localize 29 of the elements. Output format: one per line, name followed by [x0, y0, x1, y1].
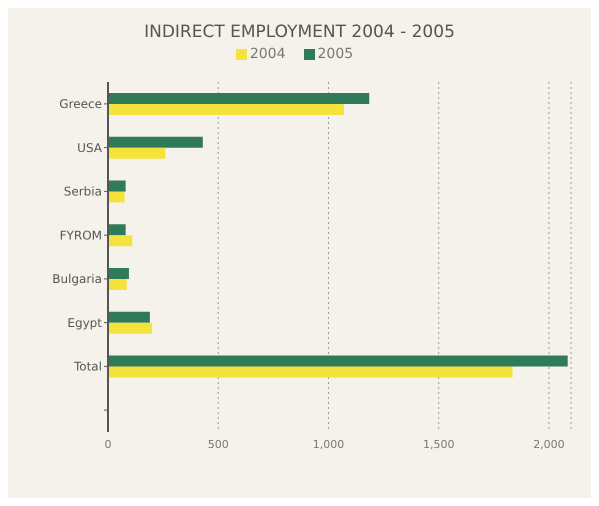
bar	[108, 148, 166, 159]
y-tick-label: Bulgaria	[52, 272, 102, 286]
y-tick-label: Serbia	[64, 184, 102, 199]
x-tick-label: 2,000	[533, 438, 565, 451]
bar	[108, 104, 344, 115]
bar	[108, 235, 132, 246]
bar	[108, 136, 203, 148]
bar	[108, 278, 127, 290]
x-tick-label: 0	[104, 438, 112, 451]
x-tick-label: 1,000	[312, 438, 344, 451]
chart-title: INDIRECT EMPLOYMENT 2004 - 2005	[143, 21, 456, 42]
bar	[108, 366, 513, 378]
bar	[108, 268, 129, 279]
legend-label: 2005	[318, 46, 354, 62]
legend-label: 2004	[250, 46, 286, 62]
x-tick-label: 1,500	[422, 438, 454, 451]
y-tick-label: USA	[77, 140, 103, 155]
bar	[108, 312, 150, 323]
bar	[108, 191, 125, 202]
bar	[108, 92, 370, 104]
bar	[108, 224, 126, 236]
bar	[108, 355, 568, 366]
bar	[108, 322, 152, 334]
y-tick-label: FYROM	[60, 228, 102, 242]
y-tick-label: Total	[72, 360, 102, 374]
y-tick-label: Greece	[59, 97, 102, 112]
bar	[108, 180, 126, 192]
y-tick-label: Egypt	[67, 316, 102, 330]
x-tick-label: 500	[208, 438, 229, 451]
